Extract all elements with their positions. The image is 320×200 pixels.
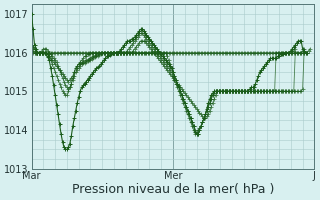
X-axis label: Pression niveau de la mer( hPa ): Pression niveau de la mer( hPa ) xyxy=(72,183,274,196)
